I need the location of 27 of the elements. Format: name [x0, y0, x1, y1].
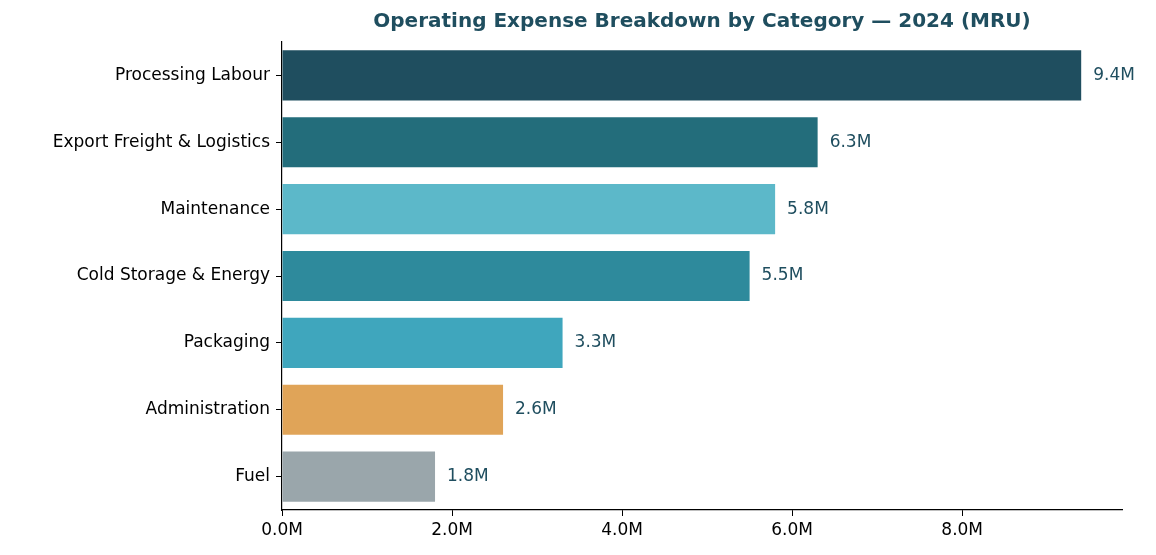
bar	[282, 384, 504, 435]
y-tick-label: Packaging	[183, 331, 270, 352]
x-tick-label: 0.0M	[261, 518, 303, 539]
data-label: 2.6M	[515, 398, 557, 419]
x-tick-label: 4.0M	[601, 518, 643, 539]
bar	[282, 317, 563, 368]
y-tick-label: Fuel	[235, 464, 270, 485]
data-label: 6.3M	[829, 130, 872, 151]
bar	[282, 184, 776, 235]
data-label: 3.3M	[574, 331, 617, 352]
x-tick-label: 2.0M	[431, 518, 473, 539]
x-tick-label: 6.0M	[771, 518, 813, 539]
bar	[282, 50, 1082, 101]
y-tick-label: Administration	[145, 398, 270, 419]
y-tick-label: Cold Storage & Energy	[76, 264, 270, 285]
data-label: 1.8M	[447, 464, 489, 485]
x-tick-label: 8.0M	[941, 518, 984, 539]
y-tick-label: Export Freight & Logistics	[52, 130, 271, 151]
bar	[282, 451, 436, 502]
y-tick-label: Processing Labour	[114, 63, 270, 84]
chart-title: Operating Expense Breakdown by Category — 2024 (MRU)	[373, 8, 1031, 33]
data-label: 5.5M	[761, 264, 804, 285]
bar	[282, 250, 750, 302]
data-label: 9.4M	[1093, 63, 1135, 84]
bar	[282, 117, 818, 168]
data-label: 5.8M	[787, 197, 829, 218]
y-tick-label: Maintenance	[160, 197, 270, 218]
